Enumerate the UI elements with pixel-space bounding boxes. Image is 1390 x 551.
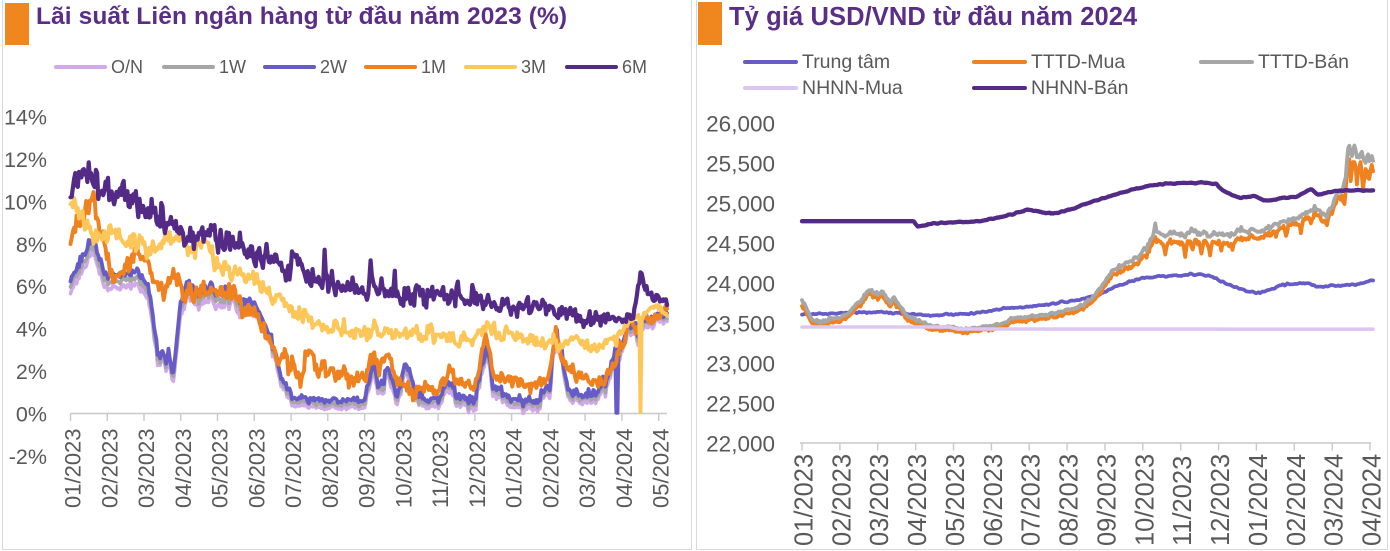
svg-text:02/2023: 02/2023 — [97, 428, 122, 508]
svg-text:04/2024: 04/2024 — [1359, 454, 1387, 546]
svg-text:02/2024: 02/2024 — [538, 428, 563, 508]
svg-text:03/2024: 03/2024 — [575, 428, 600, 508]
svg-text:24,000: 24,000 — [706, 272, 775, 297]
svg-text:24,500: 24,500 — [706, 232, 775, 257]
svg-text:05/2023: 05/2023 — [208, 428, 233, 508]
svg-text:10/2023: 10/2023 — [391, 428, 416, 508]
svg-text:25,500: 25,500 — [706, 152, 775, 177]
svg-text:04/2023: 04/2023 — [904, 454, 932, 546]
svg-text:03/2024: 03/2024 — [1321, 454, 1349, 546]
svg-text:14%: 14% — [4, 106, 47, 130]
svg-text:6%: 6% — [16, 275, 47, 299]
svg-text:11/2023: 11/2023 — [1169, 456, 1197, 546]
svg-text:10/2023: 10/2023 — [1131, 454, 1159, 546]
svg-text:03/2023: 03/2023 — [866, 454, 894, 546]
svg-text:06/2023: 06/2023 — [980, 454, 1008, 546]
svg-text:2%: 2% — [16, 360, 47, 384]
svg-text:-2%: -2% — [9, 445, 47, 469]
svg-text:25,000: 25,000 — [706, 192, 775, 217]
svg-text:10%: 10% — [4, 190, 47, 214]
svg-text:8%: 8% — [16, 233, 47, 257]
svg-text:4%: 4% — [16, 318, 47, 342]
svg-text:04/2023: 04/2023 — [171, 428, 196, 508]
svg-text:03/2023: 03/2023 — [134, 428, 159, 508]
svg-text:22,500: 22,500 — [706, 392, 775, 417]
svg-text:08/2023: 08/2023 — [1056, 454, 1084, 546]
svg-text:12%: 12% — [4, 148, 47, 172]
svg-text:05/2024: 05/2024 — [649, 428, 674, 508]
svg-text:01/2023: 01/2023 — [791, 454, 819, 546]
svg-text:04/2024: 04/2024 — [612, 428, 637, 508]
svg-text:01/2024: 01/2024 — [502, 428, 527, 508]
svg-text:11/2023: 11/2023 — [428, 430, 453, 508]
svg-text:26,000: 26,000 — [706, 112, 775, 137]
svg-text:07/2023: 07/2023 — [281, 428, 306, 508]
svg-text:22,000: 22,000 — [706, 432, 775, 457]
svg-text:23,500: 23,500 — [706, 312, 775, 337]
svg-text:09/2023: 09/2023 — [355, 428, 380, 508]
svg-text:02/2023: 02/2023 — [828, 454, 856, 546]
svg-text:05/2023: 05/2023 — [942, 454, 970, 546]
svg-text:0%: 0% — [16, 403, 47, 427]
svg-text:01/2023: 01/2023 — [61, 428, 86, 508]
svg-text:06/2023: 06/2023 — [244, 428, 269, 508]
svg-text:23,000: 23,000 — [706, 352, 775, 377]
svg-text:08/2023: 08/2023 — [318, 428, 343, 508]
svg-text:07/2023: 07/2023 — [1018, 454, 1046, 546]
svg-text:02/2024: 02/2024 — [1283, 454, 1311, 546]
svg-text:12/2023: 12/2023 — [465, 428, 490, 508]
svg-text:12/2023: 12/2023 — [1207, 454, 1235, 546]
svg-text:09/2023: 09/2023 — [1094, 454, 1122, 546]
svg-text:01/2024: 01/2024 — [1245, 454, 1273, 546]
